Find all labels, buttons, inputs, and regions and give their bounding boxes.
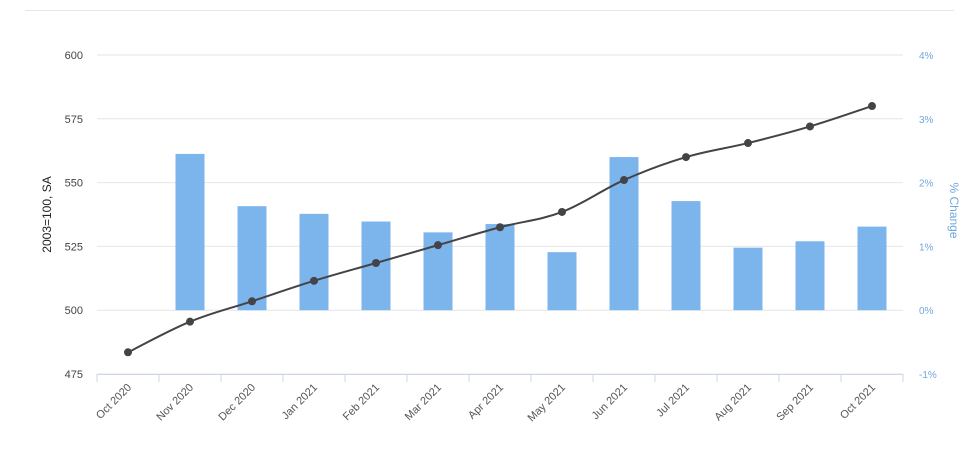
x-tick-label: Oct 2020 [94, 382, 134, 422]
x-tick-label: Apr 2021 [466, 382, 506, 422]
line-point [620, 176, 628, 185]
bar [299, 213, 329, 311]
bar [485, 224, 515, 311]
line-point [744, 139, 752, 148]
bar [175, 153, 205, 311]
y-tick-label: 475 [65, 369, 83, 381]
y-tick-label: 500 [65, 305, 83, 317]
y-tick-label: 600 [65, 50, 83, 62]
y2-tick-label: -1% [919, 370, 937, 381]
line-point [682, 153, 690, 162]
x-tick-label: Jan 2021 [280, 382, 320, 422]
x-tick-label: Mar 2021 [403, 382, 444, 423]
y-tick-label: 550 [65, 178, 83, 190]
bar [547, 252, 577, 311]
line-point [806, 122, 814, 131]
line-point [434, 241, 442, 250]
x-tick-label: Dec 2020 [216, 382, 258, 424]
y-tick-label: 575 [65, 114, 83, 126]
y2-axis-title: % Change [947, 182, 961, 238]
x-tick-label: May 2021 [525, 382, 568, 425]
y2-tick-label: 4% [919, 51, 934, 62]
x-tick-label: Aug 2021 [712, 382, 754, 424]
x-tick-label: Feb 2021 [341, 382, 382, 423]
line-point [868, 102, 876, 111]
x-tick-label: Nov 2020 [154, 382, 196, 424]
bar [733, 247, 763, 311]
x-tick-label: Sep 2021 [774, 382, 816, 424]
top-divider [25, 10, 954, 11]
line-point [186, 317, 194, 326]
y-axis-title: 2003=100, SA [40, 176, 54, 252]
y2-tick-label: 3% [919, 115, 934, 126]
line-point [372, 258, 380, 267]
line-point [558, 207, 566, 216]
y2-tick-label: 1% [919, 242, 934, 253]
bar [795, 241, 825, 311]
y2-tick-label: 0% [919, 306, 934, 317]
line-point [248, 297, 256, 306]
x-tick-label: Jul 2021 [654, 382, 692, 420]
line-point [310, 276, 318, 285]
x-tick-label: Jun 2021 [590, 382, 630, 422]
line-point [124, 348, 132, 357]
bar [857, 226, 887, 311]
y2-tick-label: 2% [919, 179, 934, 190]
bar [237, 206, 267, 311]
y-tick-label: 525 [65, 241, 83, 253]
bar [671, 201, 701, 311]
x-tick-label: Oct 2021 [838, 382, 878, 422]
line-point [496, 223, 504, 232]
